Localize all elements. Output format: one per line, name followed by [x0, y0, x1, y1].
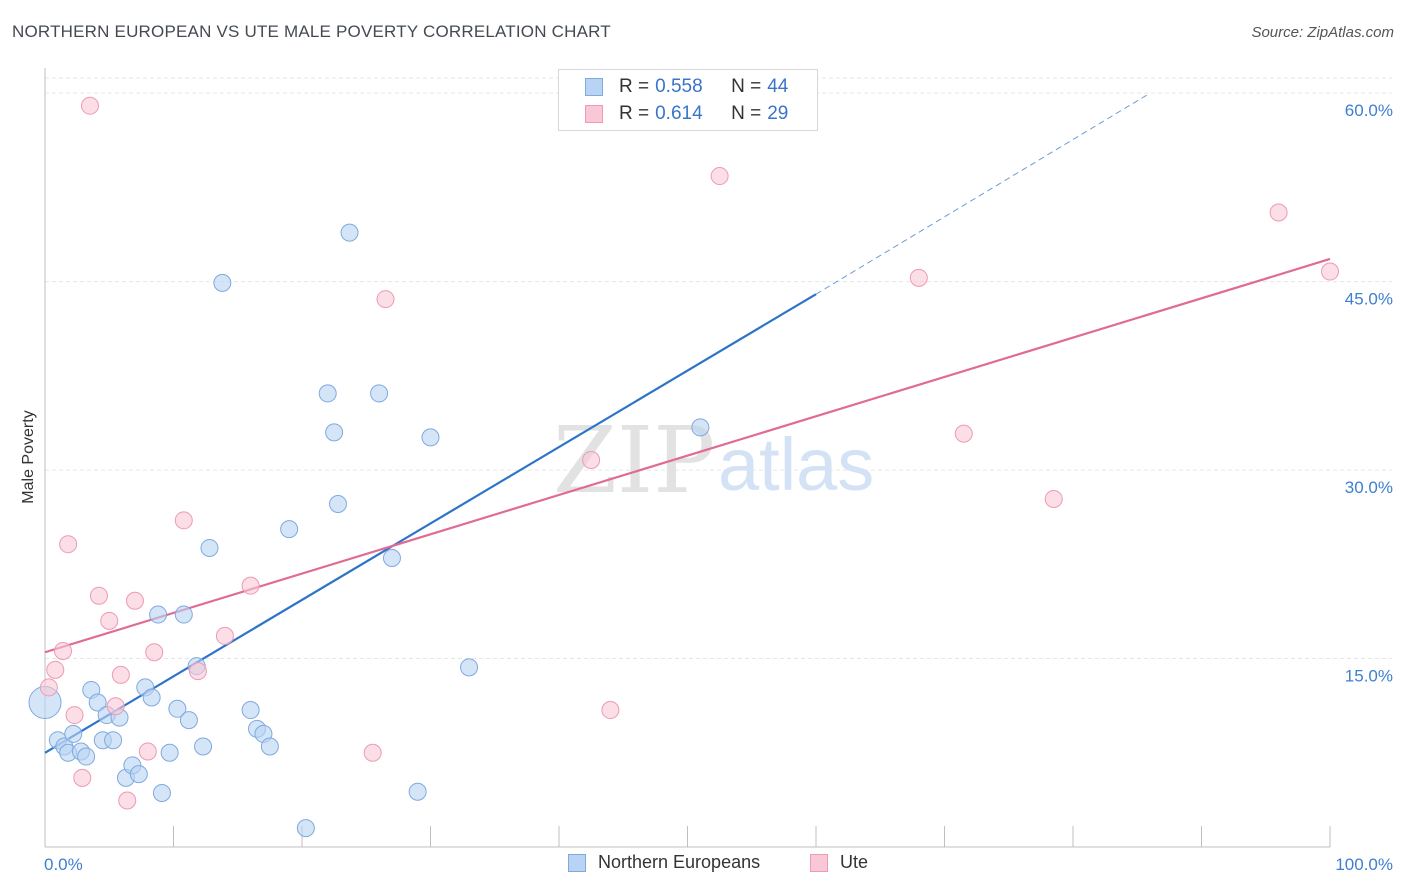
point-northern-europeans — [340, 223, 359, 242]
point-ute — [188, 662, 207, 681]
point-northern-europeans — [149, 605, 168, 624]
legend-row-ute: R = 0.614 N = 29 — [585, 103, 788, 125]
legend-swatch-pink — [585, 105, 603, 123]
point-northern-europeans — [328, 494, 347, 513]
x-tick-label: 100.0% — [1335, 855, 1393, 874]
point-northern-europeans — [213, 273, 232, 292]
point-ute — [80, 96, 99, 115]
bottom-legend-label: Ute — [840, 852, 869, 872]
point-northern-europeans — [168, 699, 187, 718]
point-ute — [954, 424, 973, 443]
point-ute — [73, 768, 92, 787]
point-ute — [118, 791, 137, 810]
point-northern-europeans — [691, 418, 710, 437]
point-ute — [1044, 489, 1063, 508]
point-ute — [601, 701, 620, 720]
tick-labels: 15.0% 30.0% 45.0% 60.0% 0.0% 100.0% Male Pover… — [20, 101, 1393, 874]
legend-swatch-blue — [585, 78, 603, 96]
x-tick-label: 0.0% — [44, 855, 83, 874]
trend-extension-northern-europeans — [815, 92, 1151, 295]
bottom-legend-ute: Ute — [810, 852, 868, 873]
point-northern-europeans — [296, 819, 315, 838]
point-ute — [111, 665, 130, 684]
bottom-legend-swatch-blue — [568, 853, 586, 872]
point-northern-europeans — [325, 423, 344, 442]
point-ute — [59, 535, 78, 554]
legend-box: R = 0.558 N = 44 R = 0.614 N = 29 — [558, 69, 818, 131]
legend-n-label: N = — [731, 103, 762, 124]
point-ute — [710, 167, 729, 186]
legend-n-value: 44 — [767, 76, 789, 97]
point-ute — [1269, 203, 1288, 222]
point-northern-europeans — [318, 384, 337, 403]
point-northern-europeans — [142, 688, 161, 707]
point-northern-europeans — [77, 747, 96, 766]
point-ute — [174, 511, 193, 530]
watermark-zip: ZIP — [553, 407, 715, 514]
bottom-legend-swatch-pink — [810, 853, 828, 872]
point-ute — [582, 451, 601, 470]
trend-line-northern-europeans — [44, 293, 817, 754]
y-tick-label: 30.0% — [1345, 478, 1393, 497]
y-tick-label: 60.0% — [1345, 101, 1393, 120]
point-ute — [909, 268, 928, 287]
point-ute — [125, 591, 144, 610]
grid-lines — [45, 77, 1392, 660]
point-northern-europeans — [408, 782, 427, 801]
y-axis-title: Male Poverty — [20, 410, 37, 503]
data-points — [28, 96, 1339, 838]
point-northern-europeans — [104, 731, 123, 750]
point-ute — [241, 576, 260, 595]
legend-r-value: 0.558 — [655, 76, 703, 97]
point-ute — [215, 626, 234, 645]
point-ute — [100, 611, 119, 630]
watermark: ZIP atlas — [553, 407, 874, 514]
y-tick-label: 15.0% — [1345, 667, 1393, 686]
point-ute — [53, 641, 72, 660]
point-ute — [1321, 262, 1339, 281]
legend-r-value: 0.614 — [655, 103, 703, 124]
bottom-legend-northern-europeans: Northern Europeans — [568, 852, 760, 873]
point-northern-europeans — [260, 737, 279, 756]
point-ute — [39, 678, 58, 697]
point-northern-europeans — [421, 428, 440, 447]
point-northern-europeans — [152, 783, 171, 802]
point-northern-europeans — [174, 605, 193, 624]
point-ute — [106, 697, 125, 716]
point-ute — [363, 743, 382, 762]
legend-n-value: 29 — [767, 103, 789, 124]
point-ute — [46, 660, 65, 679]
point-northern-europeans — [382, 549, 401, 568]
point-northern-europeans — [179, 711, 198, 730]
point-ute — [145, 643, 164, 662]
legend-r-label: R = — [619, 76, 650, 97]
y-tick-label: 45.0% — [1345, 290, 1393, 309]
point-northern-europeans — [88, 693, 107, 712]
point-ute — [89, 586, 108, 605]
point-northern-europeans — [194, 737, 213, 756]
point-northern-europeans — [241, 701, 260, 720]
bottom-legend-label: Northern Europeans — [598, 852, 761, 872]
watermark-atlas: atlas — [718, 423, 874, 506]
trend-line-ute — [44, 257, 1331, 654]
legend-row-northern-europeans: R = 0.558 N = 44 — [585, 76, 788, 98]
point-northern-europeans — [129, 765, 148, 784]
point-ute — [376, 290, 395, 309]
point-ute — [65, 706, 84, 725]
chart-title: NORTHERN EUROPEAN VS UTE MALE POVERTY CO… — [12, 22, 611, 41]
point-northern-europeans — [64, 724, 83, 743]
point-northern-europeans — [160, 743, 179, 762]
point-northern-europeans — [370, 384, 389, 403]
legend-n-label: N = — [731, 76, 762, 97]
source-label: Source: ZipAtlas.com — [1251, 24, 1394, 41]
point-northern-europeans — [460, 658, 479, 677]
point-northern-europeans — [200, 538, 219, 557]
point-northern-europeans — [280, 520, 299, 539]
point-ute — [138, 742, 157, 761]
legend-r-label: R = — [619, 103, 650, 124]
